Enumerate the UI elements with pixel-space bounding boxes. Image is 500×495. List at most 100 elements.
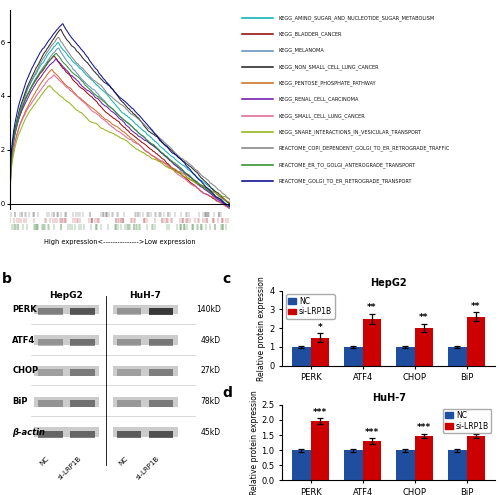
Bar xyxy=(70,339,94,346)
Bar xyxy=(117,431,141,438)
Text: 49kD: 49kD xyxy=(200,336,220,345)
Text: d: d xyxy=(222,387,232,400)
Text: c: c xyxy=(222,272,231,286)
Bar xyxy=(292,450,310,480)
Text: **: ** xyxy=(419,313,428,322)
Text: **: ** xyxy=(368,302,377,312)
Text: 140kD: 140kD xyxy=(196,305,220,314)
Bar xyxy=(34,428,67,437)
Text: si-LRP1B: si-LRP1B xyxy=(57,455,82,481)
Bar xyxy=(38,369,63,376)
Bar xyxy=(34,304,67,314)
Bar xyxy=(70,369,94,376)
Bar xyxy=(34,335,67,345)
Bar xyxy=(112,304,146,314)
Bar xyxy=(148,339,174,346)
Bar xyxy=(466,436,485,480)
Text: KEGG_MELANOMA: KEGG_MELANOMA xyxy=(278,48,324,53)
Text: KEGG_RENAL_CELL_CARCINOMA: KEGG_RENAL_CELL_CARCINOMA xyxy=(278,97,358,102)
Text: β-actin: β-actin xyxy=(12,428,45,437)
Text: ***: *** xyxy=(365,428,379,437)
Text: REACTOME_GOLGI_TO_ER_RETROGRADE_TRANSPORT: REACTOME_GOLGI_TO_ER_RETROGRADE_TRANSPOR… xyxy=(278,178,411,184)
Bar xyxy=(66,396,99,406)
Text: High expression<--------------->Low expression: High expression<--------------->Low expr… xyxy=(44,239,196,245)
Text: KEGG_NON_SMALL_CELL_LUNG_CANCER: KEGG_NON_SMALL_CELL_LUNG_CANCER xyxy=(278,64,379,70)
Bar xyxy=(70,308,94,315)
Text: b: b xyxy=(2,272,12,286)
Legend: NC, si-LRP1B: NC, si-LRP1B xyxy=(286,295,335,318)
Bar xyxy=(144,396,178,406)
Text: HepG2: HepG2 xyxy=(50,291,83,300)
Text: 45kD: 45kD xyxy=(200,428,220,437)
Bar xyxy=(396,450,414,480)
Bar xyxy=(362,441,382,480)
Bar xyxy=(112,335,146,345)
Text: ATF4: ATF4 xyxy=(12,336,36,345)
Bar xyxy=(310,421,330,480)
Bar xyxy=(414,328,434,366)
Bar xyxy=(144,335,178,345)
Bar xyxy=(148,431,174,438)
Bar xyxy=(66,366,99,376)
Bar xyxy=(66,428,99,437)
Text: NC: NC xyxy=(118,455,129,467)
Bar xyxy=(66,304,99,314)
Bar xyxy=(117,369,141,376)
Bar xyxy=(148,400,174,407)
Bar xyxy=(148,308,174,315)
Text: si-LRP1B: si-LRP1B xyxy=(136,455,161,481)
Bar xyxy=(310,338,330,366)
Bar xyxy=(144,366,178,376)
Bar xyxy=(38,400,63,407)
Bar xyxy=(38,308,63,315)
Text: KEGG_BLADDER_CANCER: KEGG_BLADDER_CANCER xyxy=(278,31,342,37)
Bar xyxy=(112,366,146,376)
Text: NC: NC xyxy=(39,455,50,467)
Text: ***: *** xyxy=(313,408,327,417)
Bar xyxy=(117,400,141,407)
Bar xyxy=(344,450,362,480)
Bar xyxy=(38,339,63,346)
Bar xyxy=(466,317,485,366)
Text: **: ** xyxy=(471,301,480,310)
Text: REACTOME_ER_TO_GOLGI_ANTEROGRADE_TRANSPORT: REACTOME_ER_TO_GOLGI_ANTEROGRADE_TRANSPO… xyxy=(278,162,415,168)
Text: *: * xyxy=(318,323,322,332)
Bar xyxy=(344,347,362,366)
Text: 27kD: 27kD xyxy=(200,366,220,375)
Bar xyxy=(292,347,310,366)
Bar xyxy=(148,369,174,376)
Bar xyxy=(144,304,178,314)
Text: CHOP: CHOP xyxy=(12,366,38,375)
Bar xyxy=(70,431,94,438)
Bar xyxy=(448,450,466,480)
Bar xyxy=(34,366,67,376)
Text: KEGG_PENTOSE_PHOSPHATE_PATHWAY: KEGG_PENTOSE_PHOSPHATE_PATHWAY xyxy=(278,80,376,86)
Bar xyxy=(112,428,146,437)
Bar xyxy=(362,319,382,366)
Text: KEGG_SNARE_INTERACTIONS_IN_VESICULAR_TRANSPORT: KEGG_SNARE_INTERACTIONS_IN_VESICULAR_TRA… xyxy=(278,129,421,135)
Title: HepG2: HepG2 xyxy=(370,278,407,289)
Bar xyxy=(38,431,63,438)
Text: REACTOME_COPI_DEPENDENT_GOLGI_TO_ER_RETROGRADE_TRAFFIC: REACTOME_COPI_DEPENDENT_GOLGI_TO_ER_RETR… xyxy=(278,146,450,151)
Text: KEGG_AMINO_SUGAR_AND_NUCLEOTIDE_SUGAR_METABOLISM: KEGG_AMINO_SUGAR_AND_NUCLEOTIDE_SUGAR_ME… xyxy=(278,15,434,21)
Y-axis label: Relative protein expression: Relative protein expression xyxy=(258,276,266,381)
Text: ***: *** xyxy=(417,423,431,432)
Bar xyxy=(117,308,141,315)
Title: HuH-7: HuH-7 xyxy=(372,393,406,403)
Text: ***: *** xyxy=(469,423,483,432)
Text: BiP: BiP xyxy=(12,397,28,406)
Bar xyxy=(414,436,434,480)
Legend: NC, si-LRP1B: NC, si-LRP1B xyxy=(443,409,491,433)
Text: 78kD: 78kD xyxy=(200,397,220,406)
Bar xyxy=(112,396,146,406)
Bar xyxy=(34,396,67,406)
Bar xyxy=(66,335,99,345)
Text: HuH-7: HuH-7 xyxy=(129,291,161,300)
Bar xyxy=(396,347,414,366)
Text: KEGG_SMALL_CELL_LUNG_CANCER: KEGG_SMALL_CELL_LUNG_CANCER xyxy=(278,113,365,119)
Bar xyxy=(70,400,94,407)
Bar xyxy=(144,428,178,437)
Bar xyxy=(117,339,141,346)
Y-axis label: Relative protein expression: Relative protein expression xyxy=(250,390,258,495)
Text: PERK: PERK xyxy=(12,305,37,314)
